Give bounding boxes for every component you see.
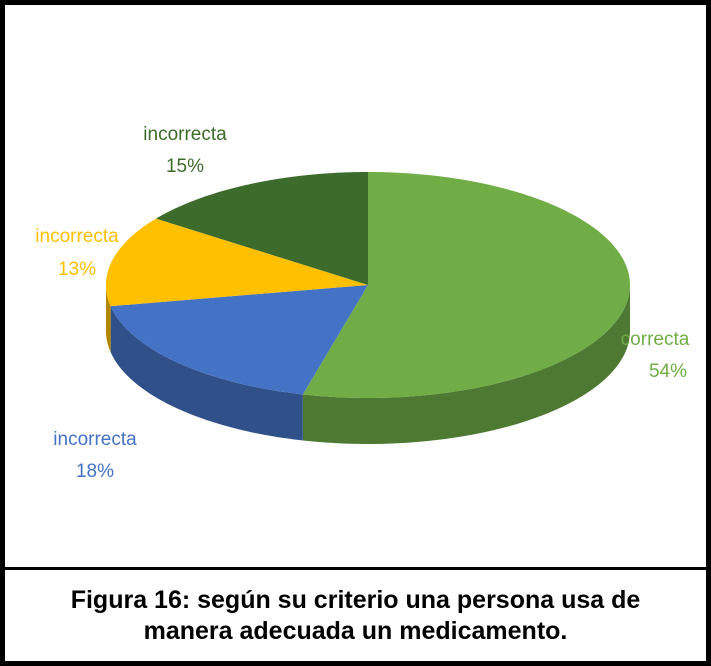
slice — [106, 218, 368, 307]
slice-value-label: 54% — [649, 361, 687, 382]
slice-label: correcta — [621, 329, 690, 350]
slice — [110, 285, 368, 395]
slice-side — [110, 306, 303, 441]
caption: Figura 16: según su criterio una persona… — [5, 567, 706, 661]
slice-label: incorrecta — [35, 226, 119, 247]
slice-value-label: 18% — [76, 461, 114, 482]
slice — [156, 172, 368, 285]
chart: correcta 54% incorrecta 18% incorrecta 13% inc… — [35, 124, 690, 482]
slice-side — [106, 285, 111, 353]
slice-label: incorrecta — [53, 429, 137, 450]
slice-value-label: 13% — [58, 259, 96, 280]
slice-side — [302, 285, 630, 444]
slice-label: incorrecta — [143, 124, 227, 145]
slice-value-label: 15% — [166, 156, 204, 177]
slice — [302, 172, 630, 398]
